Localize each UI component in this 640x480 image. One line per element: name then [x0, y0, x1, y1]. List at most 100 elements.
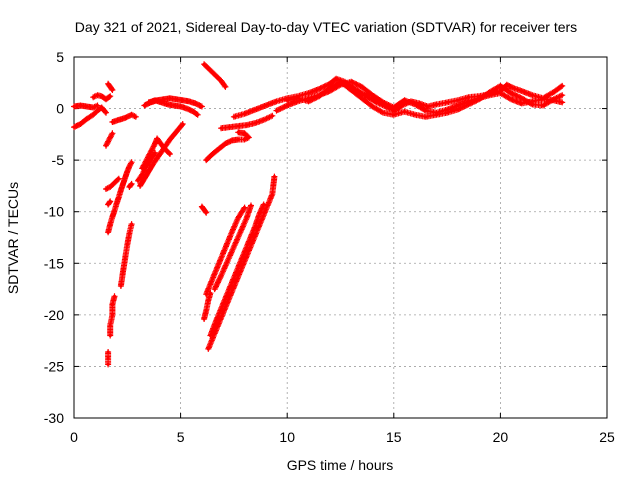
data-point [236, 124, 240, 128]
data-point [119, 284, 123, 288]
data-point [232, 245, 236, 249]
data-point [270, 192, 274, 196]
data-point [136, 179, 140, 183]
data-point [181, 122, 185, 126]
data-point [95, 109, 100, 113]
data-point [123, 116, 127, 120]
x-tick-label: 5 [177, 429, 185, 445]
data-point [168, 96, 172, 100]
data-point [164, 148, 168, 152]
data-point [360, 96, 364, 100]
data-point [217, 261, 221, 265]
series-seg-6h-top [201, 61, 229, 90]
y-tick-label: -5 [52, 152, 65, 168]
data-point [230, 138, 234, 143]
y-tick-label: -30 [44, 410, 64, 426]
data-point [215, 317, 219, 321]
data-point [129, 222, 134, 226]
series-seg-deep-2 [107, 293, 118, 339]
data-point [552, 90, 556, 94]
series-seg-steep-1 [201, 290, 214, 322]
data-point [129, 182, 134, 186]
data-point [187, 99, 191, 103]
data-point [272, 175, 277, 179]
data-point [108, 135, 112, 140]
data-point [104, 111, 108, 115]
data-point [232, 115, 236, 119]
data-point [228, 286, 232, 290]
data-point [151, 162, 155, 166]
series-seg-steep-5 [203, 204, 248, 298]
y-tick-label: 0 [56, 101, 64, 117]
data-point [223, 85, 227, 89]
data-point [225, 259, 230, 263]
scatter-markers [201, 61, 229, 90]
data-point [78, 103, 82, 108]
data-point [121, 182, 125, 186]
data-point [153, 142, 157, 146]
series-seg-mid-2 [103, 175, 122, 192]
data-point [381, 111, 385, 115]
data-point [520, 96, 524, 100]
data-point [204, 158, 208, 162]
data-point [270, 114, 274, 118]
series-seg-mid-1 [105, 159, 135, 236]
data-point [202, 62, 206, 66]
data-point [223, 142, 227, 146]
data-point [296, 99, 300, 103]
data-point [91, 95, 95, 99]
data-point [110, 215, 114, 219]
chart-title: Day 321 of 2021, Sidereal Day-to-day VTE… [75, 19, 577, 35]
data-point [285, 98, 289, 102]
data-point [112, 294, 117, 298]
x-tick-label: 15 [386, 429, 402, 445]
data-point [505, 83, 509, 87]
data-point [402, 110, 407, 114]
data-point [230, 230, 234, 234]
data-point [166, 102, 170, 107]
data-point [91, 113, 95, 117]
data-point [129, 160, 134, 164]
data-point [174, 97, 178, 101]
data-point [85, 104, 89, 109]
data-point [317, 94, 321, 98]
data-point [213, 287, 217, 291]
data-point [204, 292, 208, 296]
data-point [234, 270, 238, 275]
data-point [306, 91, 311, 95]
data-point [240, 255, 245, 259]
data-point [274, 99, 279, 103]
data-point [117, 177, 121, 181]
scatter-markers [117, 221, 135, 289]
data-point [100, 94, 104, 98]
data-point [238, 230, 242, 234]
data-point [127, 164, 132, 168]
data-point [125, 169, 129, 174]
data-point [72, 104, 76, 109]
x-tick-label: 0 [70, 429, 78, 445]
data-point [210, 152, 215, 156]
data-point [206, 347, 210, 351]
series-seg-6h-mid [203, 129, 252, 164]
series-seg-1h-a [90, 92, 114, 103]
y-tick-label: -10 [44, 204, 64, 220]
data-point [208, 333, 213, 338]
data-point [72, 125, 76, 129]
data-point [223, 246, 227, 250]
data-point [140, 172, 144, 177]
data-point [153, 98, 157, 102]
data-point [191, 110, 195, 114]
data-point [200, 104, 204, 109]
data-point [181, 98, 185, 102]
data-point [106, 230, 110, 234]
x-tick-label: 25 [599, 429, 615, 445]
series-seg-day-c [284, 78, 566, 120]
data-point [119, 188, 123, 192]
data-point [392, 105, 396, 110]
data-point [509, 91, 513, 95]
data-point [375, 100, 379, 104]
data-point [202, 208, 206, 212]
data-point [328, 86, 332, 90]
